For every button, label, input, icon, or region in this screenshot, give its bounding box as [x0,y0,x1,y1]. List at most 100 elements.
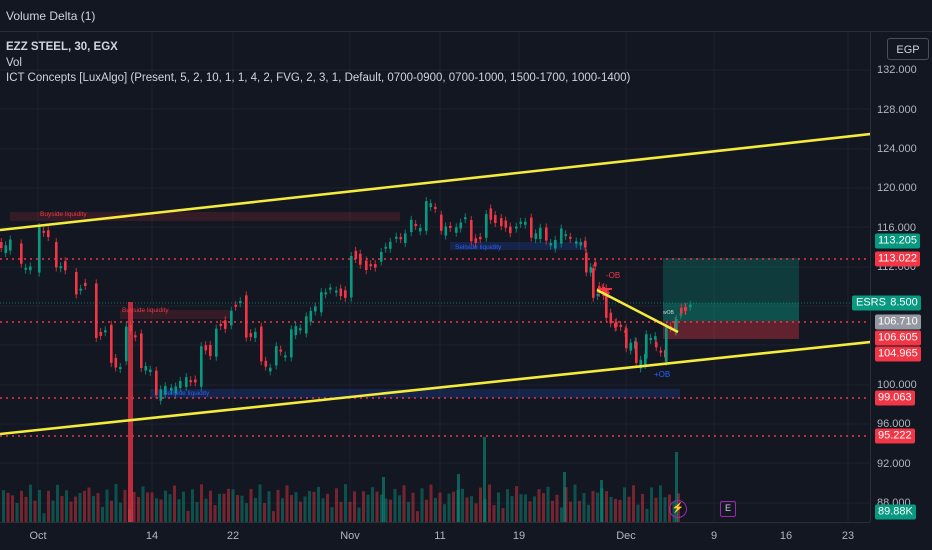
volume-label[interactable]: Vol [6,56,22,69]
candle [75,271,78,295]
volume-bar [159,499,163,522]
down-trendline[interactable] [596,288,679,334]
volume-bar [650,487,653,522]
symbol-label[interactable]: EZZ STEEL, 30, EGX [6,41,118,53]
sellside-label-1: Sellside liquidity [455,244,502,251]
candle [209,344,212,357]
candle [592,268,595,298]
volume-bar [524,494,527,522]
candle [434,206,437,210]
currency-button[interactable]: EGP [887,38,929,60]
buyside-zone-1 [10,212,400,221]
volume-bar [528,501,532,522]
candle [680,307,683,313]
price-tick: 96.000 [877,418,911,430]
volume-bar [65,490,68,522]
time-tick: Oct [29,530,47,542]
volume-bar [312,491,316,522]
volume-bar [425,499,428,522]
volume-bar [393,488,397,522]
candle [530,217,533,238]
lightning-icon[interactable]: ⚡ [669,500,687,518]
candles [0,197,692,522]
candle [305,316,308,334]
volume-bar [389,499,392,522]
ob-plus-label: +OB [654,370,670,379]
time-axis[interactable]: Oct 14 22 Nov 11 19 Dec 9 16 23 [0,522,870,550]
volume-bar [146,492,149,522]
candle [314,306,317,312]
volume-bar [457,474,460,522]
candle [79,288,83,291]
candle [260,326,263,362]
spike-candle [128,302,133,522]
volume-bar [267,491,271,522]
volume-bar [231,489,235,522]
candle [410,219,413,233]
volume-bar [191,489,194,522]
candle [234,304,238,307]
candle [399,237,403,240]
time-tick: 11 [434,530,446,542]
sellside-label-2: Sellside liquidity [163,390,210,397]
candle [159,389,163,401]
candle [534,233,538,240]
volume-bar [497,492,500,522]
price-tick: 132.000 [877,64,917,76]
candle [619,324,623,327]
candle [24,267,28,270]
candle [224,320,227,329]
volume-bar [596,492,599,522]
volume-bar [114,484,118,522]
volume-bar [168,494,172,522]
candle [539,227,542,239]
volume-bar [483,437,486,522]
candle [84,282,87,287]
candle [269,367,272,372]
volume-bar [186,510,190,522]
candle [264,360,268,367]
lower-trendline[interactable] [0,340,870,436]
candle [384,246,388,249]
candle [440,214,443,231]
earnings-icon[interactable]: E [720,501,736,517]
candle [155,370,158,396]
upper-trendline[interactable] [0,132,870,232]
indicator-title[interactable]: Volume Delta (1) [6,9,96,23]
candle [584,240,587,248]
candle [365,260,368,271]
candle [444,226,448,236]
volume-bar [33,500,37,522]
candle [47,230,50,238]
indicator-label[interactable]: ICT Concepts [LuxAlgo] (Present, 5, 2, 1… [6,72,631,84]
volume-bar [573,484,577,522]
symbol-badge[interactable]: ESRS [852,295,890,311]
candle [249,333,253,337]
stop-zone [663,321,799,339]
chart-pane[interactable]: -OB +OB wOB Buyside liquidity Buyside li… [0,32,870,522]
candle [339,288,343,297]
wick-label: wOB [663,310,675,316]
candle [414,224,418,227]
candle [425,201,428,231]
volume-bar [587,504,590,522]
price-axis[interactable]: EGP 132.000 128.000 124.000 120.000 116.… [870,32,932,522]
candle [684,306,688,311]
top-bar: Volume Delta (1) [0,0,932,32]
volume-bar [519,494,523,522]
volume-bar [371,487,374,522]
candle [20,243,23,264]
volume-bar [321,498,325,522]
volume-bar [204,498,208,522]
volume-bar [177,499,181,522]
volume-bar [546,486,550,522]
candle [134,335,137,338]
entry-zone [663,303,799,321]
volume-bar [78,493,82,522]
volume-bar [492,505,496,522]
candle [344,290,347,298]
volume-bar [605,491,608,522]
volume-bar [479,487,482,522]
candle [4,245,8,254]
volume-bar [380,494,383,522]
